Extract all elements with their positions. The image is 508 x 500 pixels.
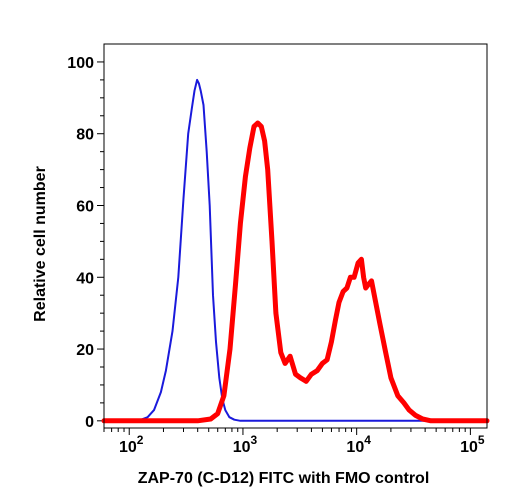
series-group [101,78,490,424]
y-tick-label: 100 [67,55,94,72]
series-line-1 [103,78,488,422]
y-tick-label: 40 [76,270,94,287]
x-tick-exponent: 3 [251,433,258,447]
x-tick-base: 10 [346,439,364,456]
x-tick-label: 103 [233,433,258,456]
y-tick-label: 20 [76,342,94,359]
x-tick-base: 10 [233,439,251,456]
x-tick-label: 104 [346,433,371,456]
series-line-2 [101,120,490,424]
y-axis-title: Relative cell number [32,166,49,322]
x-tick-base: 10 [119,439,137,456]
y-tick-label: 80 [76,127,94,144]
x-tick-base: 10 [460,439,478,456]
y-tick-label: 0 [85,414,94,431]
x-axis-title: ZAP-70 (C-D12) FITC with FMO control [138,470,430,487]
x-tick-label: 102 [119,433,144,456]
y-tick-label: 60 [76,198,94,215]
tick-marks [97,61,471,435]
x-tick-label: 105 [460,433,485,456]
plot-frame [103,43,488,429]
x-tick-exponent: 5 [478,433,485,447]
x-tick-exponent: 4 [364,433,371,447]
x-tick-exponent: 2 [137,433,144,447]
